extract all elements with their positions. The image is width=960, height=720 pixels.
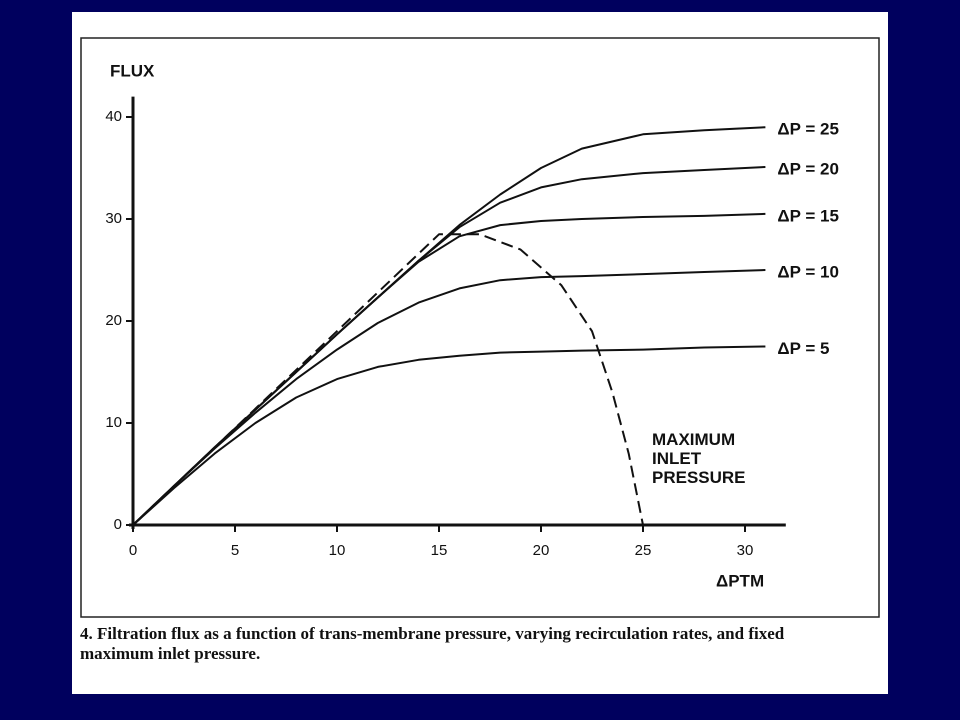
x-tick-label: 10 [329,542,346,559]
flux-curve [132,345,766,526]
caption: 4. Filtration flux as a function of tran… [80,624,785,663]
series-label: ΔP = 10 [777,262,839,281]
annotation: MAXIMUM INLET PRESSURE [652,430,746,487]
panel [72,12,888,694]
y-tick-label: 20 [105,312,122,329]
y-tick-label: 30 [105,210,122,227]
frame [80,37,880,618]
y-axis-label: FLUX [110,61,155,80]
series-label: ΔP = 5 [777,339,829,358]
series-label: ΔP = 25 [777,120,839,139]
x-tick-label: 30 [737,542,754,559]
x-axis-label: ΔPTM [716,571,764,590]
series-label: ΔP = 15 [777,206,839,225]
x-tick-label: 0 [129,542,137,559]
x-tick-label: 25 [635,542,652,559]
limit-curve [132,233,644,526]
y-tick-label: 10 [105,414,122,431]
x-tick-label: 5 [231,542,239,559]
y-tick-label: 0 [114,516,122,533]
flux-curve [132,269,766,526]
series-label: ΔP = 20 [777,159,839,178]
x-tick-label: 15 [431,542,448,559]
y-tick-label: 40 [105,108,122,125]
x-tick-label: 20 [533,542,550,559]
